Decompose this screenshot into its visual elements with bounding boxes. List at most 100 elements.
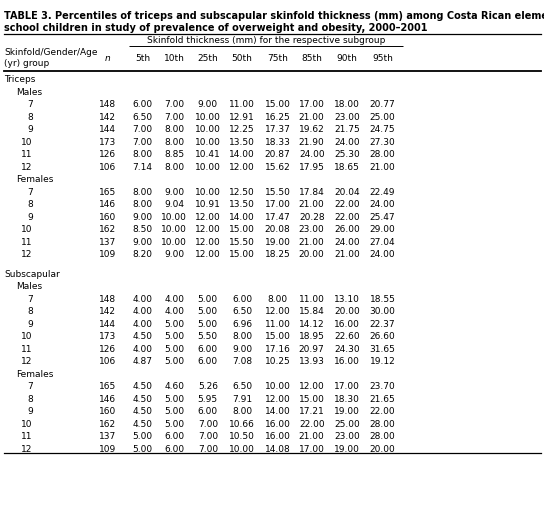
- Text: 75th: 75th: [267, 54, 288, 63]
- Text: 8.00: 8.00: [164, 137, 184, 147]
- Text: 20.00: 20.00: [334, 306, 360, 316]
- Text: 5.26: 5.26: [198, 381, 218, 390]
- Text: 8.00: 8.00: [133, 150, 152, 159]
- Text: 7.00: 7.00: [198, 431, 218, 440]
- Text: 148: 148: [99, 100, 116, 109]
- Text: 20.87: 20.87: [264, 150, 290, 159]
- Text: 6.00: 6.00: [164, 444, 184, 453]
- Text: 5.00: 5.00: [198, 319, 218, 328]
- Text: 12.00: 12.00: [195, 237, 221, 246]
- Text: 17.37: 17.37: [264, 125, 290, 134]
- Text: 11: 11: [21, 150, 33, 159]
- Text: 4.00: 4.00: [164, 294, 184, 303]
- Text: 10.00: 10.00: [195, 112, 221, 122]
- Text: 8.00: 8.00: [268, 294, 287, 303]
- Text: 10.00: 10.00: [161, 225, 187, 234]
- Text: 13.93: 13.93: [299, 356, 325, 365]
- Text: Females: Females: [16, 369, 54, 378]
- Text: 10.00: 10.00: [195, 125, 221, 134]
- Text: 17.47: 17.47: [264, 212, 290, 221]
- Text: 10.00: 10.00: [161, 212, 187, 221]
- Text: 16.00: 16.00: [264, 431, 290, 440]
- Text: 12.25: 12.25: [229, 125, 255, 134]
- Text: 24.00: 24.00: [334, 137, 360, 147]
- Text: 5.95: 5.95: [198, 394, 218, 403]
- Text: 6.50: 6.50: [232, 381, 252, 390]
- Text: 18.33: 18.33: [264, 137, 290, 147]
- Text: 5.00: 5.00: [164, 319, 184, 328]
- Text: 4.50: 4.50: [133, 331, 152, 341]
- Text: 13.50: 13.50: [229, 137, 255, 147]
- Text: 19.62: 19.62: [299, 125, 325, 134]
- Text: 10.00: 10.00: [229, 444, 255, 453]
- Text: 18.95: 18.95: [299, 331, 325, 341]
- Text: 24.00: 24.00: [369, 200, 395, 209]
- Text: 10.00: 10.00: [161, 237, 187, 246]
- Text: 25.00: 25.00: [369, 112, 395, 122]
- Text: 4.00: 4.00: [133, 344, 152, 353]
- Text: 16.00: 16.00: [334, 356, 360, 365]
- Text: 85th: 85th: [301, 54, 322, 63]
- Text: 10.66: 10.66: [229, 419, 255, 428]
- Text: 109: 109: [99, 250, 116, 259]
- Text: 20.08: 20.08: [264, 225, 290, 234]
- Text: 9.00: 9.00: [232, 344, 252, 353]
- Text: 12.00: 12.00: [299, 381, 325, 390]
- Text: 7: 7: [27, 381, 33, 390]
- Text: 22.60: 22.60: [334, 331, 360, 341]
- Text: 19.00: 19.00: [334, 406, 360, 415]
- Text: 10th: 10th: [164, 54, 184, 63]
- Text: 5.00: 5.00: [164, 406, 184, 415]
- Text: 10.41: 10.41: [195, 150, 221, 159]
- Text: 173: 173: [99, 137, 116, 147]
- Text: 10.00: 10.00: [195, 187, 221, 196]
- Text: 11: 11: [21, 237, 33, 246]
- Text: 146: 146: [99, 394, 116, 403]
- Text: 6.96: 6.96: [232, 319, 252, 328]
- Text: 7.91: 7.91: [232, 394, 252, 403]
- Text: 21.90: 21.90: [299, 137, 325, 147]
- Text: 137: 137: [99, 237, 116, 246]
- Text: 9.04: 9.04: [164, 200, 184, 209]
- Text: 26.00: 26.00: [334, 225, 360, 234]
- Text: 4.00: 4.00: [164, 306, 184, 316]
- Text: 12: 12: [21, 444, 33, 453]
- Text: 18.00: 18.00: [334, 100, 360, 109]
- Text: n: n: [105, 54, 110, 63]
- Text: 12.00: 12.00: [264, 306, 290, 316]
- Text: 4.50: 4.50: [133, 419, 152, 428]
- Text: 162: 162: [99, 419, 116, 428]
- Text: 7.00: 7.00: [164, 100, 184, 109]
- Text: 8.20: 8.20: [133, 250, 152, 259]
- Text: 12.00: 12.00: [195, 250, 221, 259]
- Text: 12.00: 12.00: [264, 394, 290, 403]
- Text: 12: 12: [21, 162, 33, 172]
- Text: 160: 160: [99, 212, 116, 221]
- Text: 18.30: 18.30: [334, 394, 360, 403]
- Text: 20.97: 20.97: [299, 344, 325, 353]
- Text: Skinfold/Gender/Age: Skinfold/Gender/Age: [4, 48, 98, 58]
- Text: 8.00: 8.00: [232, 331, 252, 341]
- Text: 6.00: 6.00: [133, 100, 152, 109]
- Text: 21.00: 21.00: [334, 250, 360, 259]
- Text: 23.00: 23.00: [334, 112, 360, 122]
- Text: 8.85: 8.85: [164, 150, 184, 159]
- Text: 7: 7: [27, 294, 33, 303]
- Text: 165: 165: [99, 187, 116, 196]
- Text: 6.00: 6.00: [198, 356, 218, 365]
- Text: 126: 126: [99, 150, 116, 159]
- Text: 5.00: 5.00: [198, 294, 218, 303]
- Text: 10: 10: [21, 225, 33, 234]
- Text: 6.50: 6.50: [133, 112, 152, 122]
- Text: 8.00: 8.00: [133, 200, 152, 209]
- Text: 9: 9: [27, 125, 33, 134]
- Text: 165: 165: [99, 381, 116, 390]
- Text: 29.00: 29.00: [369, 225, 395, 234]
- Text: Males: Males: [16, 88, 42, 97]
- Text: 16.25: 16.25: [264, 112, 290, 122]
- Text: 7: 7: [27, 100, 33, 109]
- Text: 17.00: 17.00: [299, 100, 325, 109]
- Text: 13.50: 13.50: [229, 200, 255, 209]
- Text: 19.00: 19.00: [334, 444, 360, 453]
- Text: 5.00: 5.00: [133, 431, 152, 440]
